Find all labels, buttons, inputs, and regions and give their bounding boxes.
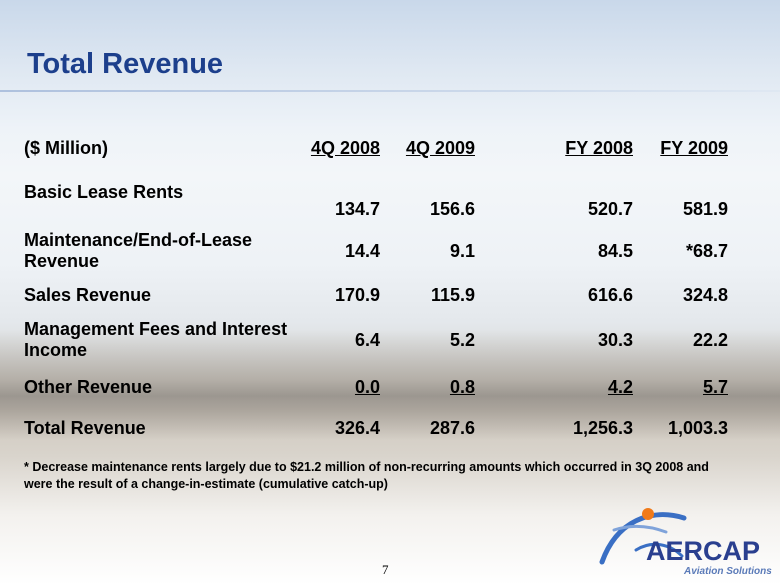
cell-fy-2009: 324.8	[682, 284, 728, 305]
cell-4q-2009: 156.6	[429, 199, 475, 219]
cell-fy-2009: 5.7	[702, 376, 728, 397]
table-total-row: Total Revenue 326.4 287.6 1,256.3 1,003.…	[24, 408, 728, 448]
logo-tagline: Aviation Solutions	[684, 566, 772, 577]
table-row: Basic Lease Rents 134.7 156.6 520.7 581.…	[24, 170, 728, 226]
page-title: Total Revenue	[27, 48, 224, 80]
header-fy-2009: FY 2009	[660, 137, 728, 158]
table-row: Maintenance/End-of-Lease Revenue 14.4 9.…	[24, 226, 728, 276]
cell-4q-2008: 134.7	[334, 199, 380, 219]
aercap-swoosh-icon	[599, 508, 687, 565]
cell-fy-2008: 1,256.3	[572, 417, 633, 438]
footnote: * Decrease maintenance rents largely due…	[24, 460, 709, 491]
table-header-row: ($ Million) 4Q 2008 4Q 2009 FY 2008 FY 2…	[24, 126, 728, 170]
cell-fy-2009: 581.9	[682, 199, 728, 219]
table-row: Other Revenue 0.0 0.8 4.2 5.7	[24, 366, 728, 408]
row-label: Sales Revenue	[24, 284, 152, 305]
cell-fy-2009: *68.7	[685, 240, 728, 261]
cell-4q-2008: 14.4	[344, 240, 380, 261]
table-row: Management Fees and Interest Income 6.4 …	[24, 314, 728, 366]
cell-fy-2008: 616.6	[587, 284, 633, 305]
header-fy-2008: FY 2008	[565, 137, 633, 158]
cell-4q-2008: 0.0	[354, 376, 380, 397]
cell-fy-2009: 1,003.3	[667, 417, 728, 438]
title-divider	[0, 90, 780, 92]
cell-fy-2009: 22.2	[692, 329, 728, 350]
cell-4q-2009: 115.9	[430, 284, 475, 305]
cell-fy-2008: 84.5	[597, 240, 633, 261]
cell-4q-2008: 6.4	[354, 329, 380, 350]
row-label: Maintenance/End-of-Lease Revenue	[24, 230, 253, 271]
header-4q-2008: 4Q 2008	[310, 137, 380, 158]
cell-fy-2008: 30.3	[597, 329, 633, 350]
cell-fy-2008: 4.2	[607, 376, 633, 397]
cell-4q-2009: 9.1	[449, 240, 475, 261]
row-label: Basic Lease Rents	[24, 182, 184, 202]
page-number: 7	[382, 562, 389, 577]
cell-4q-2009: 287.6	[429, 417, 475, 438]
cell-4q-2009: 0.8	[449, 376, 475, 397]
cell-4q-2008: 326.4	[334, 417, 380, 438]
cell-4q-2008: 170.9	[334, 284, 380, 305]
header-label: ($ Million)	[24, 137, 108, 158]
table-row: Sales Revenue 170.9 115.9 616.6 324.8	[24, 276, 728, 314]
background-runway-shading	[0, 330, 780, 440]
row-label: Other Revenue	[24, 376, 153, 397]
revenue-table: ($ Million) 4Q 2008 4Q 2009 FY 2008 FY 2…	[24, 126, 728, 448]
cell-fy-2008: 520.7	[587, 199, 633, 219]
row-label: Total Revenue	[24, 417, 146, 438]
logo-wordmark: AERCAP	[646, 536, 761, 566]
header-4q-2009: 4Q 2009	[405, 137, 475, 158]
cell-4q-2009: 5.2	[449, 329, 475, 350]
row-label: Management Fees and Interest Income	[24, 319, 288, 360]
